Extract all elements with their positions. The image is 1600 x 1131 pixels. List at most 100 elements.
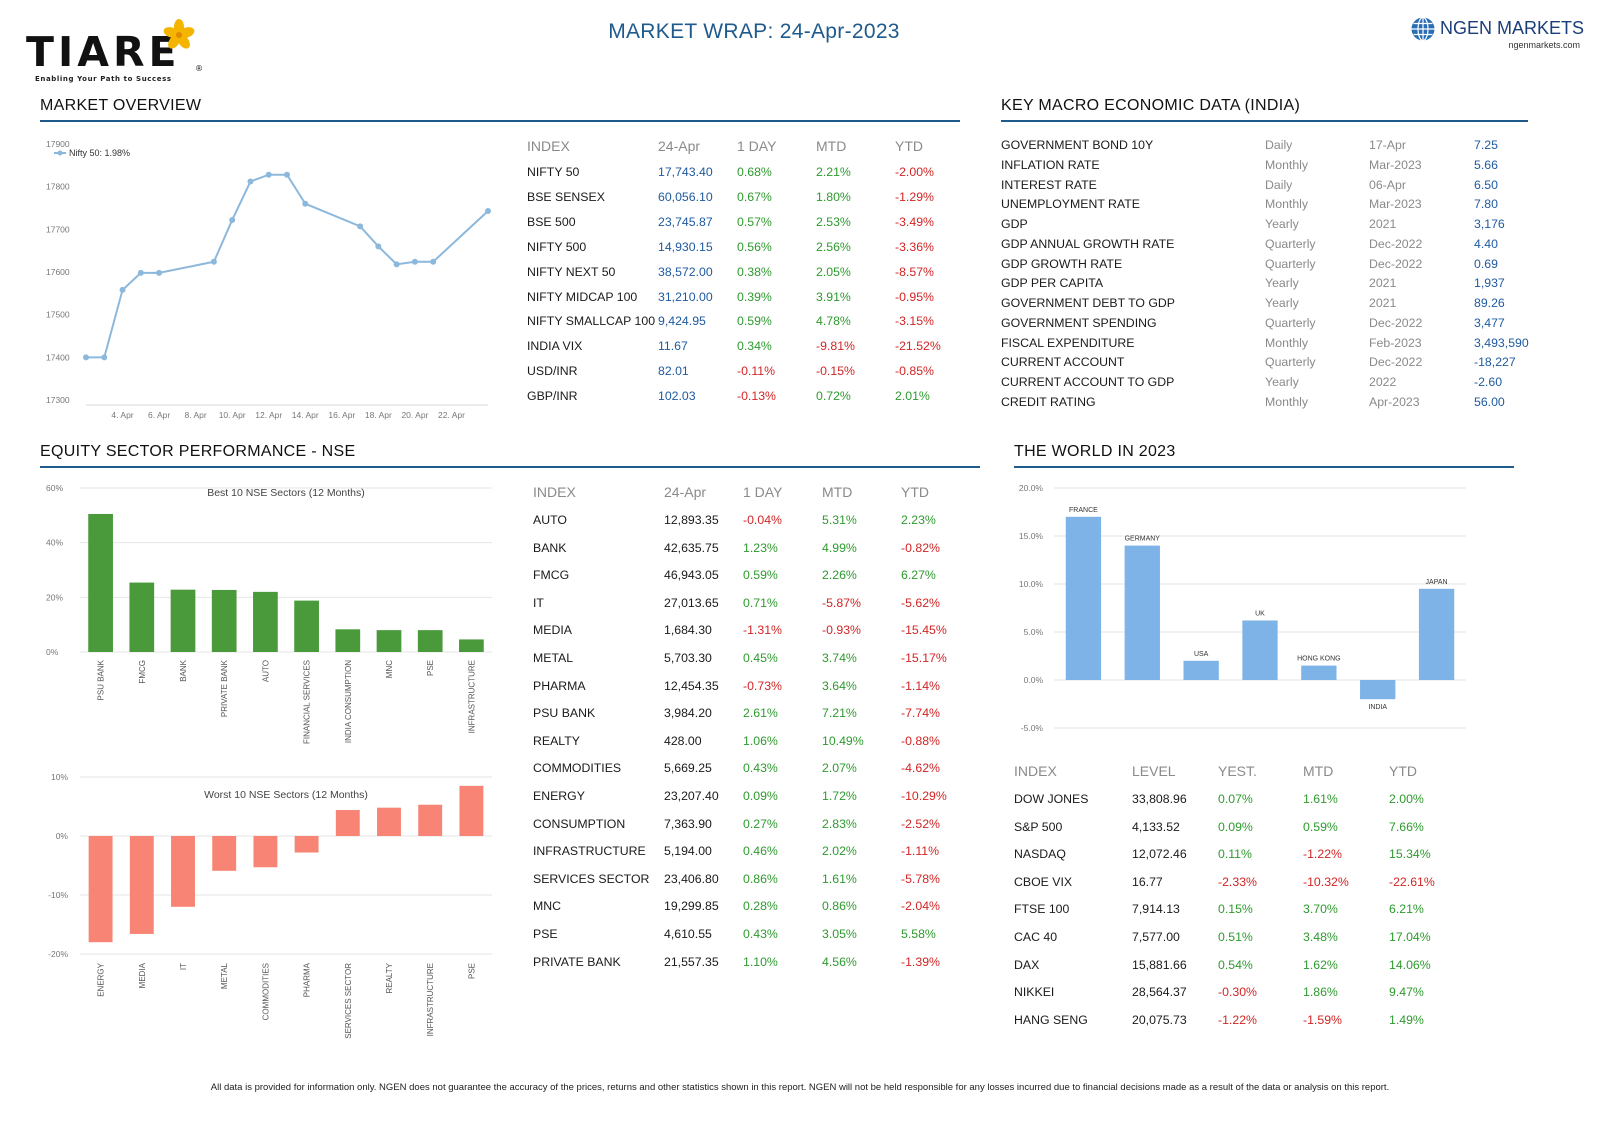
x-tick-label: 16. Apr bbox=[328, 410, 355, 420]
bar bbox=[1418, 588, 1455, 680]
data-point bbox=[393, 261, 400, 268]
table-cell: 428.00 bbox=[664, 733, 702, 748]
table-cell: -10.32% bbox=[1303, 874, 1349, 889]
table-cell: -21.52% bbox=[895, 339, 941, 354]
bar bbox=[129, 582, 155, 652]
table-cell: 21,557.35 bbox=[664, 954, 719, 969]
table-cell: 7.21% bbox=[822, 706, 857, 721]
column-header: YTD bbox=[901, 484, 929, 500]
ngen-brand: NGEN MARKETS ngenmarkets.com bbox=[1410, 16, 1590, 56]
table-cell: 2.07% bbox=[822, 761, 857, 776]
table-cell: 0.86% bbox=[822, 899, 857, 914]
category-label: MNC bbox=[385, 660, 394, 678]
bar bbox=[294, 600, 319, 652]
category-label: INFRASTRUCTURE bbox=[467, 660, 476, 733]
table-cell: 4,610.55 bbox=[664, 927, 712, 941]
table-cell: 31,210.00 bbox=[658, 289, 713, 304]
table-cell: CREDIT RATING bbox=[1001, 394, 1096, 409]
category-label: AUTO bbox=[261, 660, 270, 682]
table-cell: 17,743.40 bbox=[658, 165, 713, 179]
y-tick-label: 10.0% bbox=[1019, 579, 1044, 589]
table-cell: NASDAQ bbox=[1014, 847, 1066, 862]
table-cell: Dec-2022 bbox=[1369, 236, 1423, 251]
table-cell: 0.69 bbox=[1474, 256, 1498, 271]
table-cell: 42,635.75 bbox=[664, 540, 719, 555]
table-cell: -2.33% bbox=[1218, 874, 1257, 889]
column-header: MTD bbox=[822, 484, 853, 500]
table-cell: 2021 bbox=[1369, 276, 1397, 291]
x-tick-label: 20. Apr bbox=[401, 410, 428, 420]
equity-rule bbox=[40, 466, 980, 468]
table-cell: 0.07% bbox=[1218, 792, 1253, 806]
table-cell: 0.72% bbox=[816, 389, 851, 404]
table-cell: 7.25 bbox=[1474, 138, 1498, 152]
table-cell: Yearly bbox=[1265, 375, 1299, 389]
bar bbox=[1360, 680, 1396, 700]
table-cell: -0.04% bbox=[743, 513, 782, 527]
table-cell: NIFTY 500 bbox=[527, 239, 587, 254]
market-overview-table: INDEX 24-Apr 1 DAY MTD YTD NIFTY 50 17,743.40 0… bbox=[527, 138, 957, 418]
table-cell: -0.82% bbox=[901, 540, 940, 555]
table-cell: 4.78% bbox=[816, 314, 851, 329]
table-cell: GOVERNMENT BOND 10Y bbox=[1001, 138, 1154, 152]
table-cell: 1.06% bbox=[743, 733, 778, 748]
table-cell: 1.86% bbox=[1303, 985, 1338, 1000]
chart-title: Best 10 NSE Sectors (12 Months) bbox=[207, 487, 365, 499]
table-cell: 10.49% bbox=[822, 733, 864, 748]
table-cell: 1.61% bbox=[1303, 792, 1338, 806]
bar bbox=[1242, 620, 1278, 680]
disclaimer: All data is provided for information onl… bbox=[210, 1082, 1390, 1093]
x-tick-label: 6. Apr bbox=[148, 410, 170, 420]
macro-rule bbox=[1001, 120, 1528, 122]
bar bbox=[459, 639, 484, 652]
market-overview-rule bbox=[40, 120, 960, 122]
table-cell: -1.29% bbox=[895, 189, 934, 204]
table-cell: NIFTY 50 bbox=[527, 165, 580, 179]
table-cell: INFRASTRUCTURE bbox=[533, 844, 646, 859]
table-cell: 0.27% bbox=[743, 816, 778, 831]
table-cell: 46,943.05 bbox=[664, 568, 719, 583]
table-cell: -8.57% bbox=[895, 264, 934, 279]
table-cell: 1.10% bbox=[743, 954, 778, 969]
nifty-series-line bbox=[86, 173, 489, 359]
table-cell: Mar-2023 bbox=[1369, 197, 1422, 212]
table-cell: 17-Apr bbox=[1369, 138, 1406, 152]
bar bbox=[253, 836, 278, 868]
table-cell: BSE 500 bbox=[527, 214, 576, 229]
category-label: METAL bbox=[220, 962, 229, 989]
table-cell: 19,299.85 bbox=[664, 899, 719, 914]
category-label: PSE bbox=[426, 660, 435, 676]
y-tick-label: 5.0% bbox=[1024, 627, 1044, 637]
category-label: GERMANY bbox=[1125, 536, 1161, 543]
table-cell: Dec-2022 bbox=[1369, 256, 1423, 271]
bar bbox=[88, 836, 113, 943]
table-cell: 0.57% bbox=[737, 214, 772, 229]
data-point bbox=[375, 243, 382, 250]
table-cell: 3.05% bbox=[822, 927, 857, 941]
market-overview-title: MARKET OVERVIEW bbox=[40, 97, 202, 114]
table-cell: Yearly bbox=[1265, 296, 1299, 310]
table-cell: 2.01% bbox=[895, 389, 930, 404]
table-cell: 20,075.73 bbox=[1132, 1012, 1187, 1027]
bar bbox=[88, 513, 113, 652]
data-point bbox=[101, 354, 108, 361]
table-cell: HANG SENG bbox=[1014, 1012, 1088, 1027]
legend-marker bbox=[57, 150, 63, 156]
category-label: FRANCE bbox=[1069, 507, 1098, 514]
table-cell: GOVERNMENT SPENDING bbox=[1001, 315, 1157, 330]
table-cell: -1.22% bbox=[1218, 1012, 1257, 1027]
table-cell: 5.66 bbox=[1474, 157, 1498, 172]
table-cell: 12,072.46 bbox=[1132, 847, 1187, 862]
table-cell: -0.15% bbox=[816, 364, 855, 379]
table-cell: 0.67% bbox=[737, 189, 772, 204]
bar bbox=[1065, 516, 1102, 680]
y-tick-label: 17400 bbox=[46, 352, 70, 362]
category-label: PHARMA bbox=[303, 962, 312, 997]
table-cell: 4.99% bbox=[822, 540, 857, 555]
table-cell: GDP bbox=[1001, 217, 1028, 231]
macro-table: GOVERNMENT BOND 10Y Daily 17-Apr 7.25 INFLAT… bbox=[1001, 138, 1561, 418]
table-cell: NIFTY MIDCAP 100 bbox=[527, 289, 638, 304]
table-cell: INTEREST RATE bbox=[1001, 177, 1097, 192]
table-cell: 23,745.87 bbox=[658, 214, 713, 229]
table-cell: -1.59% bbox=[1303, 1012, 1342, 1027]
